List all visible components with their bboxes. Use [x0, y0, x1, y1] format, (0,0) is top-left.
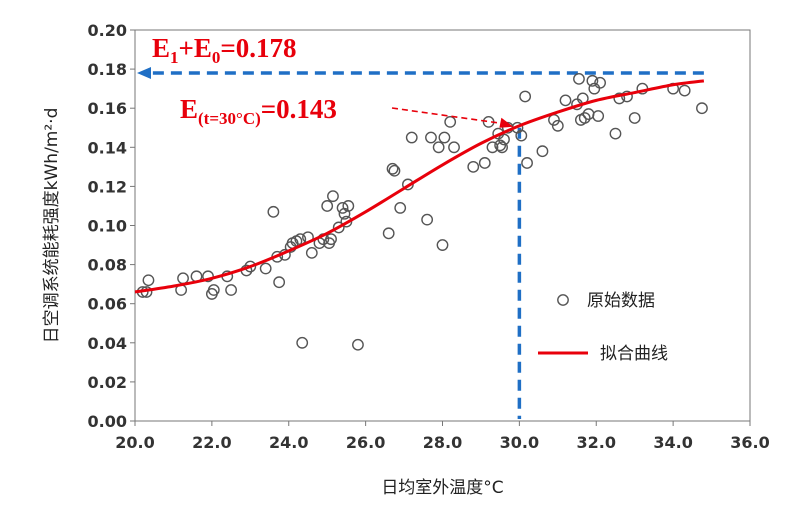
data-point	[515, 129, 528, 142]
data-point	[678, 84, 691, 97]
data-point	[613, 92, 626, 105]
x-tick-label: 30.0	[500, 433, 539, 452]
point-annotation-arrow	[391, 107, 505, 125]
data-point	[177, 272, 189, 285]
data-point	[405, 131, 418, 144]
y-axis-title: 日空调系统能耗强度kWh/m²·d	[42, 108, 62, 344]
max-annotation-e: E	[152, 33, 170, 63]
point-annotation-e: E	[180, 94, 198, 124]
point-annotation-value: =0.143	[261, 94, 337, 124]
point-annotation: E(t=30°C)=0.143	[180, 94, 337, 128]
fit-curve	[134, 79, 705, 294]
data-point	[519, 90, 532, 103]
data-point	[551, 119, 564, 132]
data-point	[342, 200, 355, 212]
x-tick-label: 32.0	[577, 433, 616, 452]
data-point	[536, 145, 549, 158]
data-point	[573, 72, 585, 85]
data-point	[559, 94, 572, 107]
data-point	[498, 133, 510, 146]
data-point	[444, 115, 457, 128]
data-point	[592, 110, 605, 122]
data-point	[325, 233, 337, 246]
y-tick-label: 0.20	[88, 21, 127, 40]
y-tick-label: 0.00	[88, 412, 127, 431]
x-tick-label: 20.0	[115, 433, 154, 452]
data-point	[244, 260, 257, 273]
y-tick-label: 0.08	[88, 256, 127, 275]
x-axis-title: 日均室外温度°C	[381, 478, 503, 498]
max-annotation-sub1: 1	[170, 48, 179, 67]
max-annotation-sub0: 0	[212, 48, 221, 67]
legend-label-line: 拟合曲线	[600, 344, 668, 364]
x-tick-label: 28.0	[423, 433, 462, 452]
data-point	[305, 246, 318, 259]
point-annotation-sub: (t=30°C)	[198, 109, 261, 128]
data-point	[421, 213, 434, 226]
data-point	[321, 200, 334, 212]
data-point	[336, 202, 349, 214]
max-annotation-plus: +E	[179, 33, 212, 63]
data-point	[628, 112, 641, 124]
point-annotation-arrowhead	[499, 117, 514, 128]
data-point	[496, 141, 508, 154]
data-point	[296, 336, 309, 349]
data-point	[494, 139, 507, 152]
data-point	[448, 141, 460, 154]
data-point	[436, 239, 449, 251]
data-point	[394, 202, 407, 214]
data-point	[259, 262, 272, 275]
data-point	[386, 162, 399, 175]
data-point	[438, 131, 451, 144]
legend-marker-scatter	[557, 294, 569, 306]
legend-label-scatter: 原始数据	[587, 291, 655, 311]
x-tick-label: 34.0	[653, 433, 692, 452]
data-point	[478, 157, 491, 169]
data-point	[578, 112, 591, 124]
data-point	[382, 227, 395, 240]
y-tick-label: 0.06	[88, 295, 127, 314]
data-point	[609, 127, 622, 140]
data-point	[586, 74, 599, 87]
y-tick-label: 0.16	[88, 99, 127, 118]
y-tick-label: 0.14	[88, 138, 127, 157]
x-tick-label: 24.0	[269, 433, 308, 452]
data-point	[696, 102, 708, 115]
x-tick-label: 22.0	[192, 433, 231, 452]
y-tick-label: 0.12	[88, 177, 127, 196]
data-point	[594, 76, 606, 89]
data-point	[432, 141, 445, 154]
data-point	[202, 270, 214, 283]
data-point	[467, 160, 480, 173]
y-tick-label: 0.10	[88, 217, 127, 236]
data-point	[273, 276, 286, 289]
data-point	[425, 131, 437, 144]
data-point	[388, 164, 401, 177]
data-point	[486, 141, 499, 154]
y-tick-label: 0.18	[88, 60, 127, 79]
x-tick-label: 36.0	[730, 433, 769, 452]
max-annotation: E1+E0=0.178	[152, 33, 297, 67]
y-tick-label: 0.02	[88, 373, 127, 392]
data-point	[225, 284, 237, 296]
data-point	[327, 190, 339, 203]
data-point	[267, 205, 280, 218]
data-point	[352, 338, 364, 351]
data-point	[207, 284, 220, 296]
data-point	[332, 221, 345, 234]
data-point	[142, 274, 155, 287]
max-annotation-value: =0.178	[220, 33, 296, 63]
data-point	[521, 157, 533, 169]
max-guide-arrowhead	[137, 67, 151, 80]
x-tick-label: 26.0	[346, 433, 385, 452]
y-tick-label: 0.04	[88, 334, 127, 353]
